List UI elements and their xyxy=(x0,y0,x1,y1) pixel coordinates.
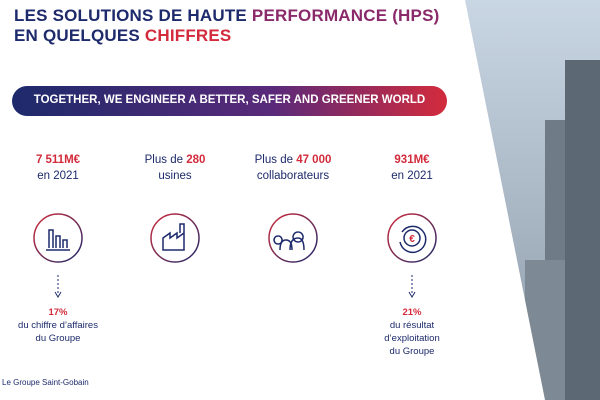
stat-prefix: Plus de xyxy=(144,154,187,166)
stat-prefix: Plus de xyxy=(254,154,297,166)
icons xyxy=(33,213,437,263)
stat-value: 280 xyxy=(186,154,206,166)
note-line: d’exploitation xyxy=(384,333,440,344)
stat: Plus de 280 usines xyxy=(115,152,235,184)
title-line: EN QUELQUES CHIFFRES xyxy=(14,26,231,46)
icon-ring xyxy=(33,213,83,263)
stat-label: en 2021 xyxy=(37,170,79,182)
building xyxy=(565,60,600,400)
stat-value: 7 511M€ xyxy=(35,154,81,166)
arrowhead xyxy=(54,291,62,298)
note-line: du Groupe xyxy=(389,346,435,357)
note-value: 17% xyxy=(48,307,68,318)
icon-ring xyxy=(268,213,318,263)
stat: 931M€ en 2021 xyxy=(352,152,472,184)
title-text: EN QUELQUES xyxy=(14,26,145,45)
icon-ring xyxy=(150,213,200,263)
icon-cycle xyxy=(399,225,427,254)
stat-value: 47 000 xyxy=(296,154,332,166)
note-line: du résultat xyxy=(389,320,435,331)
icon-euro: € xyxy=(409,234,415,245)
icon-factory xyxy=(162,223,185,251)
stat-label: collaborateurs xyxy=(256,170,330,182)
stat-line: 931M€ xyxy=(352,152,472,168)
icon-glyphs xyxy=(46,223,427,254)
note: 21% du résultat d’exploitation du Groupe xyxy=(352,306,472,358)
title-text: LES SOLUTIONS DE HAUTE xyxy=(14,6,252,25)
banner-text: TOGETHER, WE ENGINEER A BETTER, SAFER AN… xyxy=(33,94,426,106)
stat-label: usines xyxy=(158,170,192,182)
title-highlight: PERFORMANCE (HPS) xyxy=(251,6,440,25)
icon-chart xyxy=(46,229,70,251)
footer: Le Groupe Saint-Gobain xyxy=(2,378,89,387)
arrowhead xyxy=(408,291,416,298)
title-highlight: CHIFFRES xyxy=(144,26,232,45)
stat-label: en 2021 xyxy=(391,170,433,182)
stat: 7 511M€ en 2021 xyxy=(0,152,118,184)
stat-line: Plus de 280 xyxy=(115,152,235,168)
note-value: 21% xyxy=(402,307,422,318)
title-line: LES SOLUTIONS DE HAUTE PERFORMANCE (HPS) xyxy=(14,6,439,26)
stat-line: Plus de 47 000 xyxy=(233,152,353,168)
banner xyxy=(12,86,447,116)
icon-coin xyxy=(403,229,421,247)
icon-ring xyxy=(387,213,437,263)
stat: Plus de 47 000 collaborateurs xyxy=(233,152,353,184)
note-line: du chiffre d’affaires xyxy=(18,320,98,331)
note: 17% du chiffre d’affaires du Groupe xyxy=(0,306,118,345)
note-line: du Groupe xyxy=(35,333,81,344)
stat-line: 7 511M€ xyxy=(0,152,118,168)
icon-people xyxy=(273,231,305,251)
stat-value: 931M€ xyxy=(394,154,430,166)
